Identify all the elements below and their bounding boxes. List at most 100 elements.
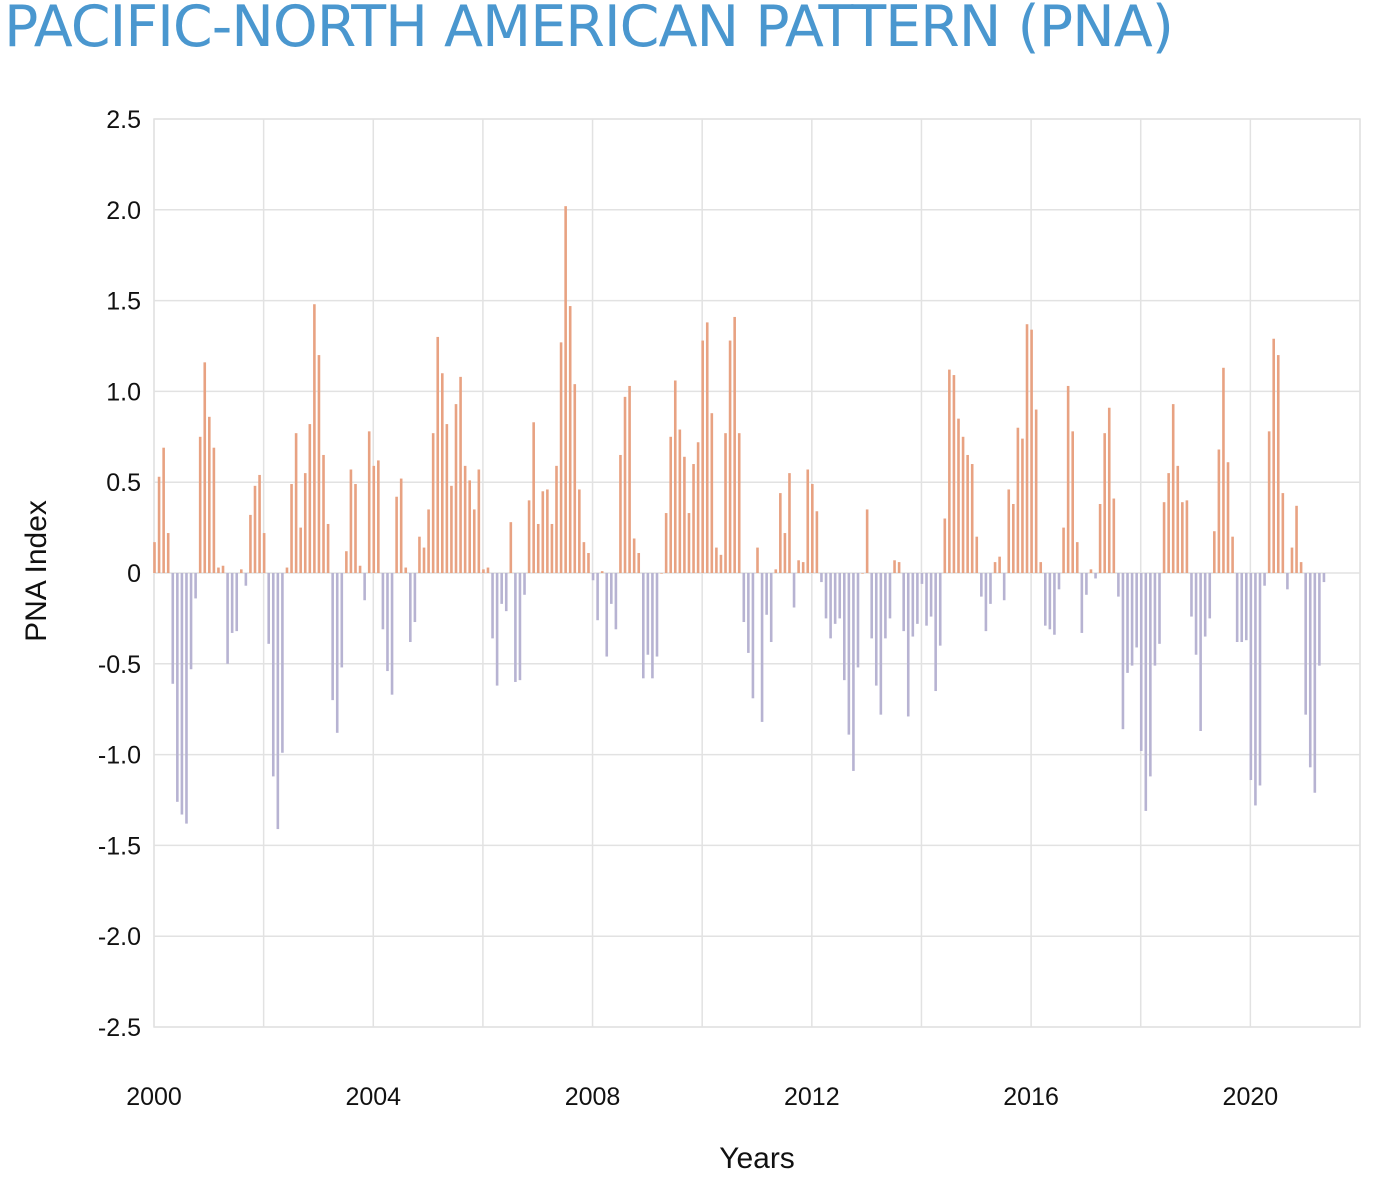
- y-tick-label: 2.5: [106, 106, 141, 134]
- pna-bar: [450, 485, 453, 573]
- pna-bar: [1117, 573, 1120, 597]
- pna-bar: [358, 565, 362, 573]
- pna-bar: [1235, 573, 1239, 643]
- pna-bar: [838, 573, 842, 619]
- pna-bar: [523, 573, 526, 595]
- pna-bar: [1258, 573, 1262, 786]
- pna-bar: [655, 573, 659, 657]
- pna-bar: [486, 567, 490, 573]
- pna-bar: [751, 573, 755, 699]
- pna-bar: [619, 454, 622, 573]
- pna-bar: [884, 573, 887, 639]
- pna-bar: [395, 496, 398, 573]
- pna-bar: [829, 573, 832, 639]
- pna-bar: [792, 573, 796, 608]
- pna-bar: [349, 469, 353, 573]
- pna-bar: [692, 464, 695, 573]
- x-axis-ticks: 2000 2004 2008 2012 2016 2020: [126, 1083, 1278, 1111]
- pna-bar: [1231, 536, 1234, 573]
- pna-bar: [1094, 573, 1097, 579]
- pna-bar: [308, 424, 312, 573]
- pna-bar: [715, 547, 718, 573]
- pna-bar: [445, 424, 449, 573]
- pna-bar: [998, 556, 1001, 573]
- pna-bar: [737, 433, 741, 573]
- y-tick-label: -1.5: [98, 832, 141, 860]
- pna-bar: [938, 573, 942, 646]
- pna-bar: [1062, 527, 1065, 573]
- pna-bar: [678, 429, 682, 573]
- pna-bar: [970, 464, 974, 573]
- pna-bar: [1299, 562, 1303, 573]
- pna-bar: [747, 573, 750, 653]
- pna-bar: [879, 573, 883, 715]
- pna-bar: [728, 340, 732, 573]
- pna-bar: [628, 385, 631, 573]
- pna-bar: [824, 573, 828, 619]
- pna-bar: [843, 573, 846, 681]
- pna-bar: [157, 476, 161, 573]
- pna-bar: [532, 422, 535, 573]
- pna-bar: [335, 573, 339, 733]
- pna-bar: [559, 342, 563, 573]
- pna-bar: [1053, 573, 1056, 635]
- pna-bar: [847, 573, 851, 735]
- pna-bar: [920, 573, 924, 584]
- pna-bar: [404, 567, 408, 573]
- pna-bar: [801, 562, 805, 573]
- pna-bar: [331, 573, 334, 701]
- pna-bar: [313, 304, 316, 573]
- pna-bar: [509, 522, 513, 573]
- pna-bar: [874, 573, 878, 686]
- pna-bar: [1267, 431, 1271, 573]
- pna-bar: [1149, 573, 1152, 777]
- pna-bar: [290, 484, 293, 573]
- pna-bar: [820, 573, 823, 583]
- pna-bar: [637, 553, 641, 573]
- pna-bar: [596, 573, 599, 621]
- pna-bar: [673, 380, 677, 573]
- pna-bar: [1135, 573, 1138, 648]
- pna-bar: [852, 573, 855, 771]
- pna-bar: [1304, 573, 1307, 715]
- pna-bar: [271, 573, 275, 777]
- pna-bar: [1075, 542, 1079, 573]
- pna-bar: [961, 436, 965, 573]
- pna-bar: [226, 573, 229, 664]
- pna-bar: [724, 433, 727, 573]
- pna-bar: [482, 569, 485, 573]
- pna-bar: [1272, 338, 1275, 573]
- pna-bar: [235, 573, 239, 632]
- pna-bar: [504, 573, 508, 612]
- pna-bar: [468, 480, 471, 573]
- pna-bar: [427, 509, 430, 573]
- pna-bar: [1167, 473, 1170, 573]
- pna-bar: [409, 573, 412, 643]
- pna-bar: [303, 473, 307, 573]
- pna-bar: [943, 518, 947, 573]
- pna-bar: [185, 573, 188, 824]
- pna-bar: [536, 523, 540, 573]
- pna-bar: [1021, 438, 1024, 573]
- pna-bar: [568, 306, 572, 573]
- pna-bar: [541, 491, 545, 573]
- pna-bar: [797, 560, 800, 573]
- pna-bar: [1263, 573, 1266, 586]
- pna-bar: [1194, 573, 1198, 655]
- pna-bar: [760, 573, 764, 722]
- pna-bar: [340, 573, 344, 668]
- pna-bar: [322, 454, 325, 573]
- pna-bar: [285, 567, 289, 573]
- pna-bar: [733, 316, 736, 573]
- pna-bar: [984, 573, 988, 632]
- pna-bar: [952, 375, 956, 573]
- pna-bar: [244, 573, 248, 586]
- pna-bar: [701, 340, 704, 573]
- pna-bar: [660, 573, 663, 574]
- pna-bar: [687, 513, 691, 573]
- pna-bar: [779, 493, 782, 573]
- pna-bar: [1066, 385, 1070, 573]
- pna-bar: [436, 336, 440, 573]
- pna-bar: [500, 573, 503, 604]
- y-tick-label: -0.5: [98, 651, 141, 679]
